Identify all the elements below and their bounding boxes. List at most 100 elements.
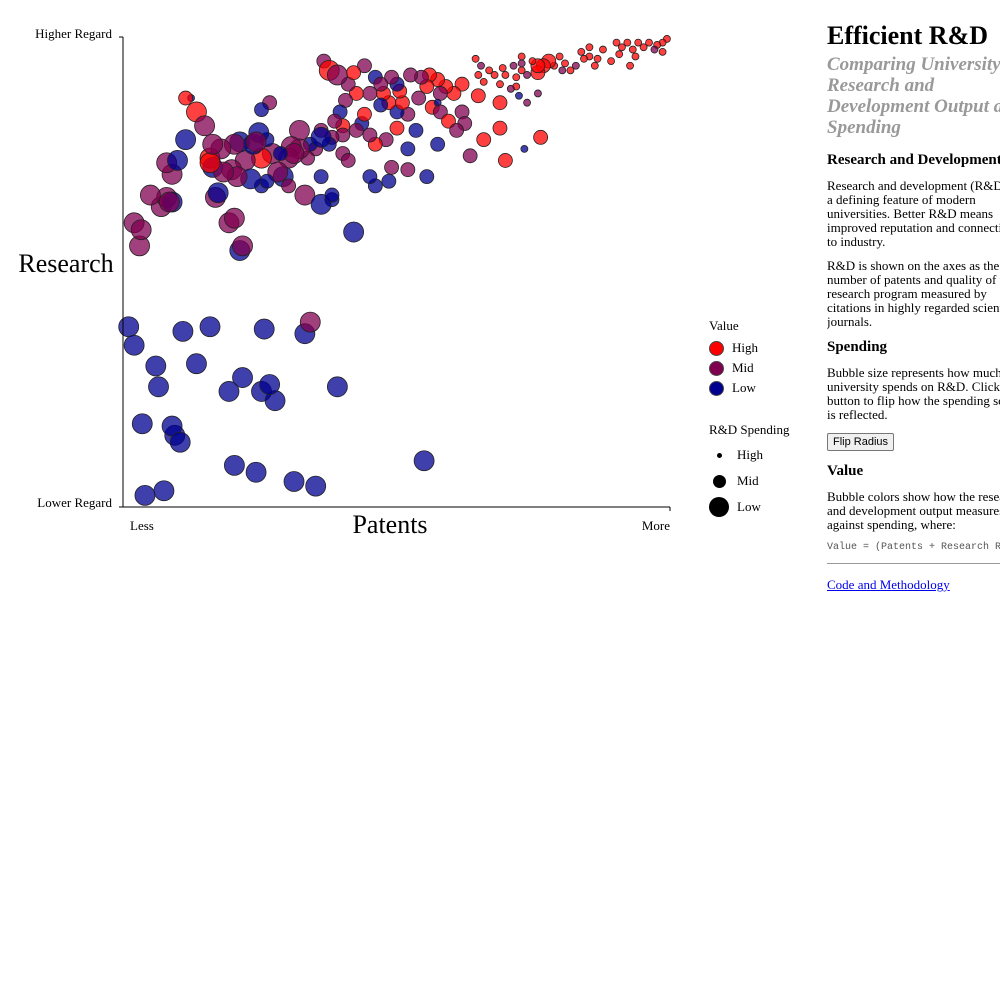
university-point-196[interactable] [153, 480, 175, 502]
university-point-195[interactable] [134, 484, 156, 506]
university-point-77[interactable] [462, 148, 478, 164]
university-point-51[interactable] [515, 91, 523, 100]
flip-radius-button[interactable]: Flip Radius [827, 433, 895, 451]
university-point-188[interactable] [123, 334, 145, 356]
university-point-113[interactable] [340, 153, 356, 168]
university-point-37[interactable] [512, 73, 521, 82]
university-point-140[interactable] [281, 178, 297, 194]
university-point-192[interactable] [148, 376, 169, 398]
university-point-24[interactable] [566, 66, 575, 75]
university-point-129[interactable] [381, 173, 397, 189]
university-point-43[interactable] [490, 71, 499, 79]
university-point-47[interactable] [474, 71, 483, 79]
university-point-13[interactable] [612, 38, 621, 47]
university-point-34[interactable] [523, 71, 531, 79]
university-point-65[interactable] [411, 90, 427, 106]
university-point-17[interactable] [593, 54, 602, 63]
university-point-213[interactable] [299, 311, 321, 333]
university-point-22[interactable] [577, 47, 586, 56]
university-point-210[interactable] [413, 450, 435, 472]
university-point-137[interactable] [324, 187, 340, 203]
university-point-118[interactable] [326, 64, 348, 86]
university-point-5[interactable] [645, 38, 653, 47]
university-point-90[interactable] [348, 122, 364, 138]
university-point-109[interactable] [327, 113, 343, 129]
university-point-172[interactable] [202, 133, 224, 155]
university-point-191[interactable] [131, 413, 153, 435]
university-point-83[interactable] [408, 122, 424, 138]
university-point-33[interactable] [528, 57, 537, 65]
university-point-41[interactable] [498, 64, 507, 72]
university-point-101[interactable] [373, 97, 389, 113]
university-point-87[interactable] [362, 127, 378, 143]
university-point-25[interactable] [561, 59, 569, 68]
university-point-186[interactable] [130, 219, 152, 241]
university-point-64[interactable] [403, 67, 418, 83]
university-point-26[interactable] [555, 52, 564, 61]
university-point-211[interactable] [253, 318, 275, 340]
university-point-130[interactable] [362, 169, 378, 185]
university-point-46[interactable] [477, 61, 485, 70]
university-point-131[interactable] [310, 126, 332, 148]
university-point-160[interactable] [223, 207, 245, 229]
university-point-89[interactable] [357, 106, 372, 122]
university-point-16[interactable] [599, 45, 607, 54]
university-point-55[interactable] [470, 88, 486, 104]
university-point-173[interactable] [175, 129, 197, 151]
university-point-198[interactable] [199, 316, 221, 338]
university-point-148[interactable] [259, 173, 275, 189]
university-point-36[interactable] [517, 52, 526, 61]
university-point-48[interactable] [471, 54, 480, 63]
university-point-73[interactable] [533, 129, 549, 145]
university-point-76[interactable] [497, 153, 513, 168]
university-point-12[interactable] [615, 50, 624, 59]
university-point-42[interactable] [496, 80, 504, 89]
university-point-74[interactable] [476, 132, 492, 148]
university-point-6[interactable] [639, 43, 648, 52]
university-point-206[interactable] [245, 461, 267, 483]
university-point-15[interactable] [607, 57, 615, 65]
university-point-126[interactable] [313, 169, 329, 185]
university-point-49[interactable] [517, 59, 526, 68]
university-point-40[interactable] [501, 71, 510, 79]
university-point-154[interactable] [254, 102, 269, 118]
university-point-207[interactable] [283, 471, 305, 492]
university-point-28[interactable] [558, 66, 567, 75]
university-point-187[interactable] [118, 316, 140, 338]
university-point-181[interactable] [139, 184, 161, 206]
university-point-124[interactable] [294, 184, 316, 206]
university-point-14[interactable] [626, 61, 634, 70]
university-point-99[interactable] [384, 69, 399, 85]
university-point-4[interactable] [650, 45, 659, 54]
university-point-194[interactable] [169, 431, 191, 453]
university-point-142[interactable] [273, 146, 288, 161]
university-point-82[interactable] [384, 159, 399, 175]
university-point-38[interactable] [509, 61, 518, 70]
university-point-189[interactable] [145, 355, 167, 377]
university-point-153[interactable] [245, 131, 267, 153]
university-point-23[interactable] [571, 61, 580, 70]
university-point-199[interactable] [186, 353, 207, 375]
university-point-81[interactable] [400, 162, 416, 178]
university-point-54[interactable] [492, 95, 508, 111]
university-point-18[interactable] [590, 61, 599, 70]
university-point-197[interactable] [172, 320, 194, 342]
university-point-75[interactable] [520, 144, 529, 153]
university-point-45[interactable] [479, 77, 488, 86]
university-point-10[interactable] [623, 38, 632, 47]
university-point-170[interactable] [207, 182, 229, 204]
university-point-19[interactable] [585, 43, 594, 52]
university-point-201[interactable] [232, 367, 253, 388]
university-point-72[interactable] [492, 120, 508, 136]
university-point-209[interactable] [326, 376, 348, 398]
university-point-164[interactable] [194, 115, 215, 137]
university-point-59[interactable] [432, 86, 448, 101]
university-point-44[interactable] [485, 66, 494, 75]
university-point-35[interactable] [517, 66, 526, 75]
university-point-171[interactable] [199, 152, 221, 174]
university-point-78[interactable] [449, 122, 465, 138]
university-point-200[interactable] [218, 381, 240, 402]
university-point-183[interactable] [158, 191, 180, 213]
university-point-162[interactable] [232, 235, 253, 257]
university-point-11[interactable] [618, 43, 626, 52]
